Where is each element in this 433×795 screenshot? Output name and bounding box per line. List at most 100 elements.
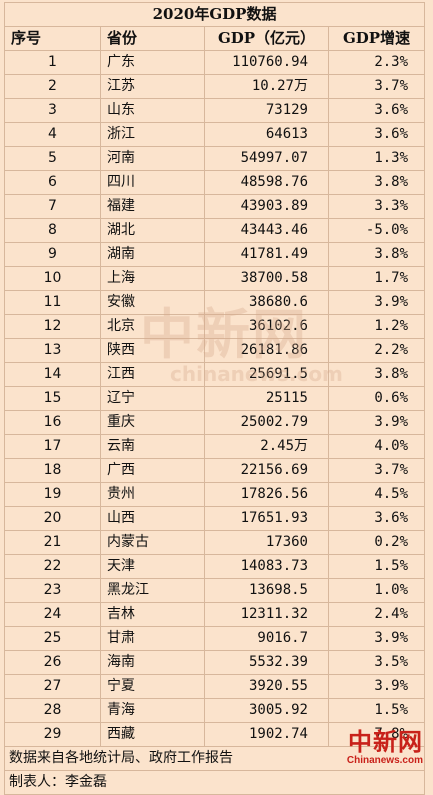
- cell-rank: 15: [4, 386, 101, 411]
- cell-gdp: 3920.55: [204, 674, 329, 699]
- cell-gdp: 17360: [204, 530, 329, 555]
- cell-province: 广西: [100, 458, 205, 483]
- cell-rank: 21: [4, 530, 101, 555]
- cell-province: 北京: [100, 314, 205, 339]
- cell-rank: 14: [4, 362, 101, 387]
- cell-gdp: 5532.39: [204, 650, 329, 675]
- table-row: 8 湖北 43443.46 -5.0%: [4, 218, 426, 243]
- cell-rank: 2: [4, 74, 101, 99]
- table-row: 9 湖南 41781.49 3.8%: [4, 242, 426, 267]
- cell-growth: 2.4%: [327, 602, 426, 627]
- cell-gdp: 13698.5: [204, 578, 329, 603]
- table-row: 22 天津 14083.73 1.5%: [4, 554, 426, 579]
- table-row: 12 北京 36102.6 1.2%: [4, 314, 426, 339]
- table-row: 28 青海 3005.92 1.5%: [4, 698, 426, 723]
- cell-growth: 0.6%: [327, 386, 426, 411]
- table-row: 26 海南 5532.39 3.5%: [4, 650, 426, 675]
- cell-rank: 25: [4, 626, 101, 651]
- cell-rank: 1: [4, 50, 101, 75]
- author-note: 制表人：李金磊: [3, 770, 426, 795]
- cell-province: 青海: [100, 698, 205, 723]
- cell-growth: 3.8%: [327, 242, 426, 267]
- cell-growth: 3.7%: [327, 458, 426, 483]
- cell-province: 甘肃: [100, 626, 205, 651]
- cell-province: 西藏: [100, 722, 205, 747]
- cell-province: 山东: [100, 98, 205, 123]
- table-row: 24 吉林 12311.32 2.4%: [4, 602, 426, 627]
- cell-gdp: 43903.89: [204, 194, 329, 219]
- cell-province: 海南: [100, 650, 205, 675]
- cell-gdp: 41781.49: [204, 242, 329, 267]
- cell-growth: 7.8%: [327, 722, 426, 747]
- cell-growth: 3.9%: [327, 410, 426, 435]
- header-rank: 序号: [4, 26, 101, 51]
- table-row: 2 江苏 10.27万 3.7%: [4, 74, 426, 99]
- cell-growth: 3.6%: [327, 98, 426, 123]
- table-row: 16 重庆 25002.79 3.9%: [4, 410, 426, 435]
- table-row: 29 西藏 1902.74 7.8%: [4, 722, 426, 747]
- cell-gdp: 43443.46: [204, 218, 329, 243]
- cell-growth: 3.8%: [327, 170, 426, 195]
- chinanews-logo: 中新网 Chinanews.com: [347, 727, 423, 767]
- cell-gdp: 73129: [204, 98, 329, 123]
- cell-growth: 2.3%: [327, 50, 426, 75]
- cell-growth: 1.5%: [327, 698, 426, 723]
- cell-gdp: 38700.58: [204, 266, 329, 291]
- cell-gdp: 17651.93: [204, 506, 329, 531]
- cell-rank: 8: [4, 218, 101, 243]
- cell-gdp: 1902.74: [204, 722, 329, 747]
- cell-rank: 10: [4, 266, 101, 291]
- cell-rank: 22: [4, 554, 101, 579]
- table-row: 5 河南 54997.07 1.3%: [4, 146, 426, 171]
- cell-province: 宁夏: [100, 674, 205, 699]
- logo-cn: 中新网: [348, 727, 423, 756]
- cell-rank: 23: [4, 578, 101, 603]
- header-growth: GDP增速: [327, 26, 426, 51]
- cell-gdp: 9016.7: [204, 626, 329, 651]
- table-title: 2020年GDP数据: [3, 2, 426, 27]
- cell-rank: 28: [4, 698, 101, 723]
- cell-province: 上海: [100, 266, 205, 291]
- table-row: 15 辽宁 25115 0.6%: [4, 386, 426, 411]
- cell-province: 四川: [100, 170, 205, 195]
- cell-growth: 3.5%: [327, 650, 426, 675]
- cell-rank: 29: [4, 722, 101, 747]
- cell-growth: -5.0%: [327, 218, 426, 243]
- cell-growth: 2.2%: [327, 338, 426, 363]
- cell-growth: 3.9%: [327, 674, 426, 699]
- cell-rank: 6: [4, 170, 101, 195]
- cell-gdp: 64613: [204, 122, 329, 147]
- cell-province: 贵州: [100, 482, 205, 507]
- cell-growth: 1.5%: [327, 554, 426, 579]
- cell-growth: 3.3%: [327, 194, 426, 219]
- cell-gdp: 2.45万: [204, 434, 329, 459]
- cell-gdp: 25115: [204, 386, 329, 411]
- header-row: 序号 省份 GDP（亿元） GDP增速: [4, 26, 426, 51]
- table-row: 14 江西 25691.5 3.8%: [4, 362, 426, 387]
- cell-rank: 18: [4, 458, 101, 483]
- cell-province: 天津: [100, 554, 205, 579]
- cell-province: 山西: [100, 506, 205, 531]
- cell-growth: 3.6%: [327, 122, 426, 147]
- cell-gdp: 36102.6: [204, 314, 329, 339]
- cell-province: 湖北: [100, 218, 205, 243]
- table-row: 17 云南 2.45万 4.0%: [4, 434, 426, 459]
- cell-rank: 19: [4, 482, 101, 507]
- table-row: 3 山东 73129 3.6%: [4, 98, 426, 123]
- cell-rank: 27: [4, 674, 101, 699]
- cell-growth: 3.8%: [327, 362, 426, 387]
- cell-growth: 4.0%: [327, 434, 426, 459]
- cell-gdp: 3005.92: [204, 698, 329, 723]
- table-row: 6 四川 48598.76 3.8%: [4, 170, 426, 195]
- cell-province: 湖南: [100, 242, 205, 267]
- cell-rank: 9: [4, 242, 101, 267]
- table-row: 27 宁夏 3920.55 3.9%: [4, 674, 426, 699]
- cell-gdp: 12311.32: [204, 602, 329, 627]
- cell-growth: 3.9%: [327, 290, 426, 315]
- table-row: 1 广东 110760.94 2.3%: [4, 50, 426, 75]
- cell-province: 浙江: [100, 122, 205, 147]
- table-row: 21 内蒙古 17360 0.2%: [4, 530, 426, 555]
- table-row: 25 甘肃 9016.7 3.9%: [4, 626, 426, 651]
- cell-rank: 11: [4, 290, 101, 315]
- cell-growth: 0.2%: [327, 530, 426, 555]
